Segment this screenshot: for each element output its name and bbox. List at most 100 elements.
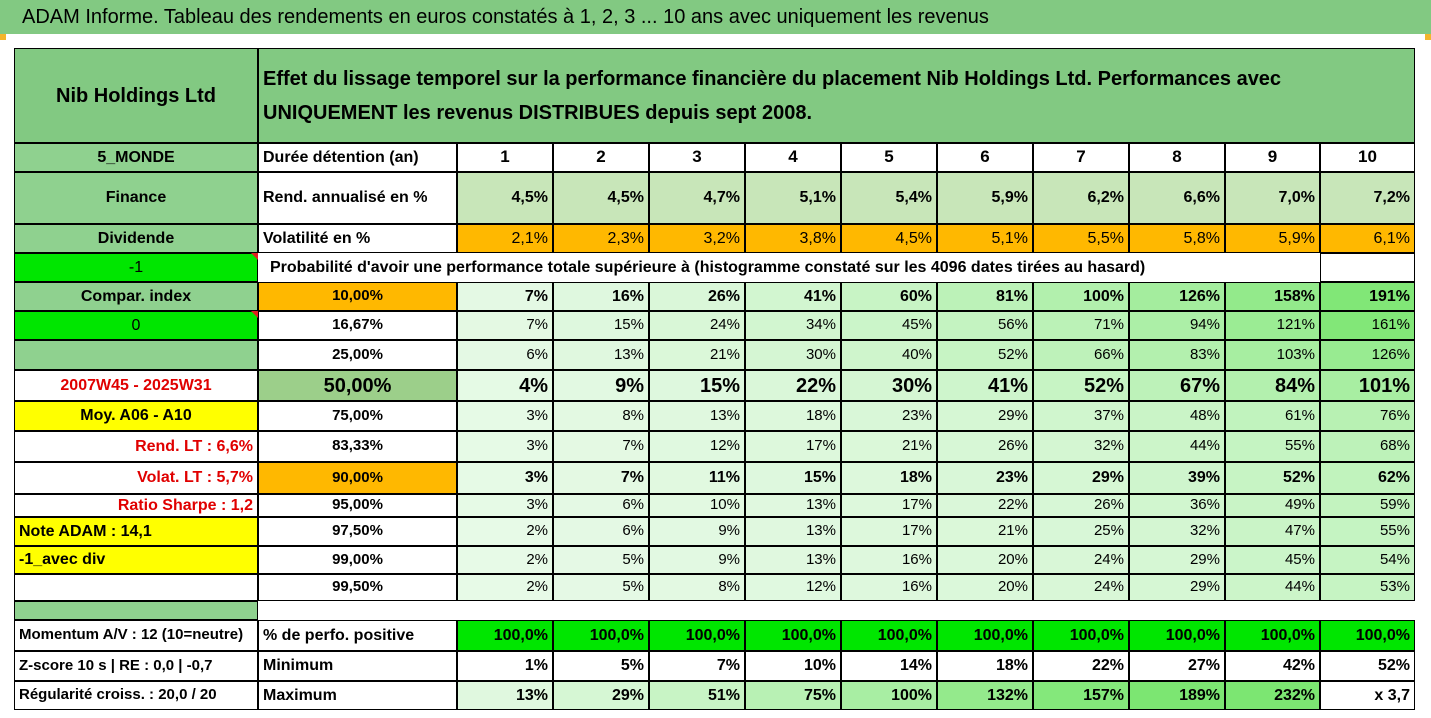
quantile-value: 94% [1129, 311, 1225, 340]
quantile-value: 49% [1225, 494, 1320, 517]
quantile-value: 59% [1320, 494, 1415, 517]
quantile-value: 11% [649, 462, 745, 494]
quantile-label: 97,50% [258, 517, 457, 546]
year-header: 6 [937, 143, 1033, 172]
quantile-value: 7% [553, 431, 649, 462]
year-header: 10 [1320, 143, 1415, 172]
year-header: 2 [553, 143, 649, 172]
maximum-value: 100% [841, 681, 937, 710]
quantile-value: 56% [937, 311, 1033, 340]
comment-indicator [251, 253, 258, 260]
quantile-value: 126% [1129, 282, 1225, 311]
quantile-value: 60% [841, 282, 937, 311]
year-header: 8 [1129, 143, 1225, 172]
zero-cell: 0 [14, 311, 258, 340]
volat-value: 5,1% [937, 224, 1033, 253]
median-separator [14, 400, 1415, 402]
quantile-value: 158% [1225, 282, 1320, 311]
rend-value: 5,4% [841, 172, 937, 224]
duree-label: Durée détention (an) [258, 143, 457, 172]
quantile-value: 7% [457, 311, 553, 340]
quantile-value: 30% [841, 370, 937, 401]
rend-value: 4,5% [457, 172, 553, 224]
quantile-value: 23% [937, 462, 1033, 494]
minimum-value: 52% [1320, 651, 1415, 681]
quantile-value: 12% [649, 431, 745, 462]
quantile-value: 47% [1225, 517, 1320, 546]
quantile-value: 41% [937, 370, 1033, 401]
sector-label: Finance [14, 172, 258, 224]
quantile-value: 13% [649, 401, 745, 431]
quantile-value: 10% [649, 494, 745, 517]
quantile-value: 55% [1320, 517, 1415, 546]
quantile-label: 99,00% [258, 546, 457, 574]
quantile-value: 103% [1225, 340, 1320, 370]
quantile-value: 4% [457, 370, 553, 401]
quantile-value: 67% [1129, 370, 1225, 401]
quantile-value: 3% [457, 462, 553, 494]
perf-pos-value: 100,0% [1129, 620, 1225, 651]
maximum-value: 189% [1129, 681, 1225, 710]
quantile-value: 6% [457, 340, 553, 370]
quantile-value: 2% [457, 546, 553, 574]
minimum-value: 1% [457, 651, 553, 681]
volat-value: 3,8% [745, 224, 841, 253]
compar-index-label: Compar. index [14, 282, 258, 311]
rend-value: 5,1% [745, 172, 841, 224]
quantile-label: 25,00% [258, 340, 457, 370]
period-label: 2007W45 - 2025W31 [14, 370, 258, 401]
median-separator [14, 369, 1415, 371]
rend-value: 4,5% [553, 172, 649, 224]
rend-label: Rend. annualisé en % [258, 172, 457, 224]
maximum-value: 29% [553, 681, 649, 710]
perf-pos-value: 100,0% [1320, 620, 1415, 651]
quantile-label: 99,50% [258, 574, 457, 601]
rend-value: 7,0% [1225, 172, 1320, 224]
quantile-value: 15% [649, 370, 745, 401]
note-adam-label: Note ADAM : 14,1 [14, 517, 258, 546]
year-header: 7 [1033, 143, 1129, 172]
volat-value: 2,1% [457, 224, 553, 253]
perf-pos-label: % de perfo. positive [258, 620, 457, 651]
quantile-label: 16,67% [258, 311, 457, 340]
maximum-value: 75% [745, 681, 841, 710]
volat-value: 3,2% [649, 224, 745, 253]
zone-label: 5_MONDE [14, 143, 258, 172]
gap-row [258, 601, 1415, 620]
volat-value: 5,8% [1129, 224, 1225, 253]
quantile-value: 18% [841, 462, 937, 494]
quantile-value: 17% [841, 494, 937, 517]
quantile-value: 84% [1225, 370, 1320, 401]
year-header: 3 [649, 143, 745, 172]
quantile-value: 16% [841, 574, 937, 601]
minus-one-cell: -1 [14, 253, 258, 282]
quantile-value: 6% [553, 517, 649, 546]
rend-value: 6,2% [1033, 172, 1129, 224]
quantile-value: 9% [649, 546, 745, 574]
minimum-value: 42% [1225, 651, 1320, 681]
probability-header: Probabilité d'avoir une performance tota… [270, 258, 1146, 276]
quantile-label: 95,00% [258, 494, 457, 517]
maximum-value: 132% [937, 681, 1033, 710]
quantile-value: 36% [1129, 494, 1225, 517]
minimum-value: 10% [745, 651, 841, 681]
volat-value: 2,3% [553, 224, 649, 253]
quantile-value: 16% [553, 282, 649, 311]
perf-pos-value: 100,0% [1225, 620, 1320, 651]
quantile-value: 18% [745, 401, 841, 431]
quantile-value: 81% [937, 282, 1033, 311]
quantile-value: 52% [1225, 462, 1320, 494]
quantile-value: 5% [553, 574, 649, 601]
quantile-value: 24% [1033, 574, 1129, 601]
quantile-value: 26% [1033, 494, 1129, 517]
quantile-value: 61% [1225, 401, 1320, 431]
comment-indicator [251, 311, 258, 318]
quantile-value: 83% [1129, 340, 1225, 370]
quantile-value: 20% [937, 546, 1033, 574]
perf-pos-value: 100,0% [745, 620, 841, 651]
quantile-value: 68% [1320, 431, 1415, 462]
perf-pos-value: 100,0% [937, 620, 1033, 651]
quantile-value: 45% [841, 311, 937, 340]
minimum-label: Minimum [258, 651, 457, 681]
quantile-value: 7% [553, 462, 649, 494]
